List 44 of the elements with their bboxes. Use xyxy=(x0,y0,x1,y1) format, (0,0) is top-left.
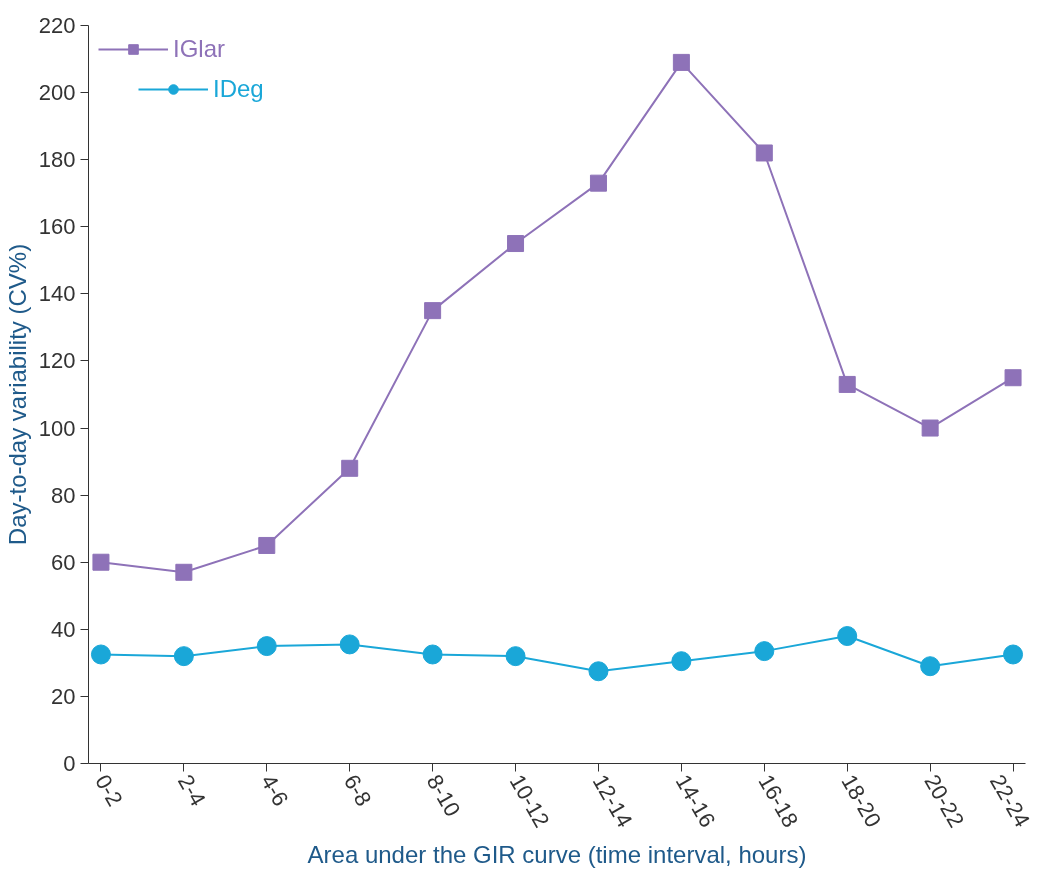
point xyxy=(588,661,609,682)
point xyxy=(754,641,775,662)
y-tick-label: 40 xyxy=(51,616,76,642)
y-tick-label: 20 xyxy=(51,683,76,709)
y-axis-title: Day-to-day variability (CV%) xyxy=(3,243,31,546)
y-tick-label: 200 xyxy=(38,80,76,106)
point xyxy=(90,644,111,665)
x-tick-label: 0-2 xyxy=(90,770,128,811)
point xyxy=(341,459,359,477)
point xyxy=(422,644,443,665)
x-tick-label: 6-8 xyxy=(338,770,377,811)
point xyxy=(921,419,939,437)
point xyxy=(589,174,607,192)
point xyxy=(92,553,110,571)
y-tick-label: 100 xyxy=(38,415,76,441)
y-tick-label: 140 xyxy=(38,281,76,307)
y-tick-label: 220 xyxy=(38,13,76,38)
point xyxy=(755,144,773,162)
x-tick-label: 2-4 xyxy=(173,770,211,811)
point xyxy=(837,626,858,647)
y-tick-label: 60 xyxy=(51,549,76,575)
point xyxy=(672,53,690,71)
point xyxy=(424,302,442,320)
x-axis-title: Area under the GIR curve (time interval, hours) xyxy=(307,840,807,868)
point xyxy=(175,563,193,581)
point xyxy=(920,656,941,677)
point xyxy=(671,651,692,672)
legend-label: IGlar xyxy=(173,35,226,63)
point xyxy=(258,536,276,554)
x-tick-label: 4-6 xyxy=(255,770,294,811)
y-tick-label: 80 xyxy=(51,482,76,508)
point xyxy=(173,646,194,667)
point xyxy=(1003,644,1024,665)
y-tick-label: 180 xyxy=(38,147,76,173)
y-tick-label: 160 xyxy=(38,214,76,240)
point xyxy=(505,646,526,667)
y-tick-label: 0 xyxy=(63,751,76,776)
point xyxy=(256,636,277,657)
point xyxy=(1004,369,1022,387)
legend-label: IDeg xyxy=(213,75,264,103)
y-tick-label: 120 xyxy=(38,348,76,374)
point xyxy=(507,235,525,253)
point xyxy=(339,634,360,655)
point xyxy=(838,375,856,393)
